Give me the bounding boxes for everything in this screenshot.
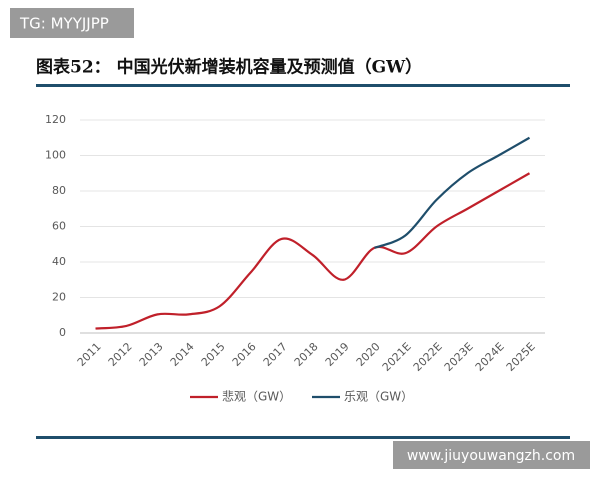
x-tick-label: 2013 bbox=[137, 340, 166, 369]
x-tick-label: 2019 bbox=[323, 340, 352, 369]
x-tick-label: 2020 bbox=[354, 340, 383, 369]
y-tick-label: 80 bbox=[52, 184, 66, 197]
series-line bbox=[374, 136, 531, 249]
x-tick-label: 2017 bbox=[261, 340, 290, 369]
y-tick-label: 120 bbox=[45, 113, 66, 126]
chart-title: 图表52： 中国光伏新增装机容量及预测值（GW） bbox=[36, 57, 422, 78]
x-tick-label: 2012 bbox=[106, 340, 135, 369]
y-tick-label: 100 bbox=[45, 149, 66, 162]
y-tick-label: 0 bbox=[59, 326, 66, 339]
x-tick-label: 2021E bbox=[380, 340, 414, 374]
bottom-rule bbox=[36, 436, 570, 439]
x-tick-label: 2014 bbox=[168, 340, 197, 369]
watermark-top: TG: MYYJJPP bbox=[19, 15, 109, 33]
y-tick-label: 40 bbox=[52, 255, 66, 268]
x-tick-label: 2023E bbox=[442, 340, 476, 374]
x-tick-label: 2018 bbox=[292, 340, 321, 369]
watermark-bottom: www.jiuyouwangzh.com bbox=[407, 448, 575, 464]
x-tick-label: 2022E bbox=[411, 340, 445, 374]
x-tick-label: 2016 bbox=[230, 340, 259, 369]
watermark-box bbox=[10, 8, 134, 38]
y-tick-label: 60 bbox=[52, 220, 66, 233]
watermark-box bbox=[393, 441, 590, 469]
legend-label: 悲观（GW） bbox=[222, 389, 291, 404]
x-tick-label: 2024E bbox=[473, 340, 507, 374]
series-line bbox=[95, 172, 531, 330]
x-tick-label: 2025E bbox=[504, 340, 538, 374]
title-rule bbox=[36, 84, 570, 87]
x-tick-label: 2011 bbox=[75, 340, 104, 369]
y-tick-label: 20 bbox=[52, 291, 66, 304]
x-tick-label: 2015 bbox=[199, 340, 228, 369]
legend-label: 乐观（GW） bbox=[344, 390, 413, 404]
